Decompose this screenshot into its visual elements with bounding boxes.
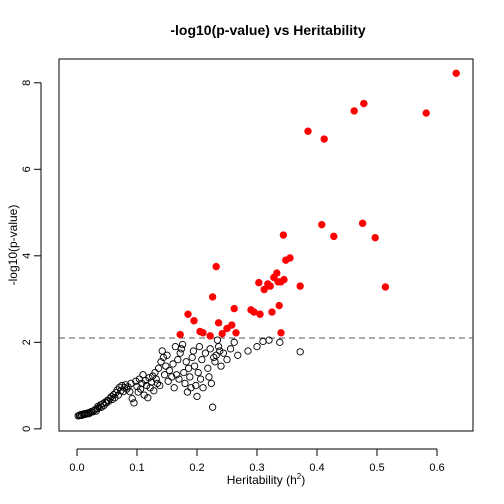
significant-point bbox=[233, 330, 239, 336]
nonsignificant-point bbox=[218, 363, 224, 369]
significant-point bbox=[305, 128, 311, 134]
nonsignificant-point bbox=[277, 339, 283, 345]
significant-point bbox=[453, 70, 459, 76]
significant-point bbox=[256, 279, 262, 285]
significant-point bbox=[215, 320, 221, 326]
nonsignificant-point bbox=[207, 346, 213, 352]
significant-point bbox=[219, 330, 225, 336]
nonsignificant-point bbox=[179, 341, 185, 347]
chart-title: -log10(p-value) vs Heritability bbox=[170, 22, 365, 38]
y-tick-label: 2 bbox=[21, 339, 33, 345]
y-tick-label: 6 bbox=[21, 166, 33, 172]
nonsignificant-point bbox=[205, 365, 211, 371]
nonsignificant-point bbox=[254, 343, 260, 349]
x-tick-label: 0.6 bbox=[429, 462, 444, 474]
x-tick-label: 0.0 bbox=[69, 462, 84, 474]
significant-point bbox=[361, 100, 367, 106]
significant-point bbox=[177, 331, 183, 337]
nonsignificant-point bbox=[172, 343, 178, 349]
nonsignificant-point bbox=[185, 365, 191, 371]
significant-point bbox=[269, 309, 275, 315]
y-axis: 0 2 4 6 8 bbox=[21, 80, 41, 432]
significant-point bbox=[287, 255, 293, 261]
nonsignificant-point bbox=[178, 346, 184, 352]
nonsignificant-point bbox=[227, 346, 233, 352]
nonsignificant-point bbox=[194, 393, 200, 399]
nonsignificant-point bbox=[171, 385, 177, 391]
x-tick-label: 0.4 bbox=[309, 462, 324, 474]
x-tick-label: 0.5 bbox=[369, 462, 384, 474]
plot-frame bbox=[59, 59, 473, 431]
significant-point bbox=[423, 110, 429, 116]
significant-point bbox=[372, 234, 378, 240]
nonsignificant-point bbox=[215, 343, 221, 349]
significant-point bbox=[297, 283, 303, 289]
significant-point bbox=[321, 136, 327, 142]
nonsignificant-point bbox=[155, 365, 161, 371]
significant-point bbox=[207, 333, 213, 339]
nonsignificant-point bbox=[190, 348, 196, 354]
x-axis-label: Heritability (h2) bbox=[227, 472, 305, 487]
nonsignificant-point bbox=[231, 339, 237, 345]
nonsignificant-point bbox=[163, 363, 169, 369]
nonsignificant-point bbox=[245, 348, 251, 354]
significant-point bbox=[331, 233, 337, 239]
nonsignificant-point bbox=[260, 338, 266, 344]
x-tick-label: 0.2 bbox=[189, 462, 204, 474]
significant-point bbox=[278, 330, 284, 336]
significant-point bbox=[280, 232, 286, 238]
nonsignificant-point bbox=[189, 354, 195, 360]
nonsignificant-point bbox=[184, 389, 190, 395]
data-points bbox=[75, 70, 459, 419]
nonsignificant-point bbox=[166, 367, 172, 373]
nonsignificant-point bbox=[177, 350, 183, 356]
significant-point bbox=[229, 322, 235, 328]
y-tick-label: 0 bbox=[21, 426, 33, 432]
y-axis-label: -log10(p-value) bbox=[6, 205, 20, 286]
nonsignificant-point bbox=[182, 380, 188, 386]
y-tick-label: 8 bbox=[21, 80, 33, 86]
significant-point bbox=[191, 317, 197, 323]
nonsignificant-point bbox=[212, 359, 218, 365]
nonsignificant-point bbox=[297, 349, 303, 355]
significant-point bbox=[276, 302, 282, 308]
significant-point bbox=[281, 276, 287, 282]
nonsignificant-point bbox=[199, 356, 205, 362]
nonsignificant-point bbox=[187, 374, 193, 380]
significant-point bbox=[257, 311, 263, 317]
y-tick-label: 4 bbox=[21, 253, 33, 259]
significant-point bbox=[359, 220, 365, 226]
significant-point bbox=[351, 108, 357, 114]
significant-point bbox=[275, 279, 281, 285]
significant-point bbox=[274, 270, 280, 276]
significant-point bbox=[267, 283, 273, 289]
significant-point bbox=[213, 263, 219, 269]
nonsignificant-point bbox=[191, 363, 197, 369]
x-axis: 0.0 0.1 0.2 0.3 0.4 0.5 0.6 bbox=[69, 449, 444, 474]
nonsignificant-point bbox=[224, 356, 230, 362]
x-tick-label: 0.1 bbox=[129, 462, 144, 474]
significant-point bbox=[185, 311, 191, 317]
nonsignificant-point bbox=[195, 369, 201, 375]
significant-point bbox=[200, 330, 206, 336]
significant-point bbox=[382, 284, 388, 290]
nonsignificant-point bbox=[206, 374, 212, 380]
significant-point bbox=[251, 309, 257, 315]
nonsignificant-point bbox=[196, 343, 202, 349]
nonsignificant-point bbox=[175, 356, 181, 362]
significant-point bbox=[231, 305, 237, 311]
nonsignificant-point bbox=[183, 359, 189, 365]
nonsignificant-point bbox=[209, 404, 215, 410]
nonsignificant-point bbox=[208, 380, 214, 386]
nonsignificant-point bbox=[197, 376, 203, 382]
nonsignificant-point bbox=[214, 337, 220, 343]
nonsignificant-point bbox=[200, 385, 206, 391]
significant-point bbox=[209, 294, 215, 300]
nonsignificant-point bbox=[235, 352, 241, 358]
significant-point bbox=[319, 221, 325, 227]
nonsignificant-point bbox=[165, 378, 171, 384]
